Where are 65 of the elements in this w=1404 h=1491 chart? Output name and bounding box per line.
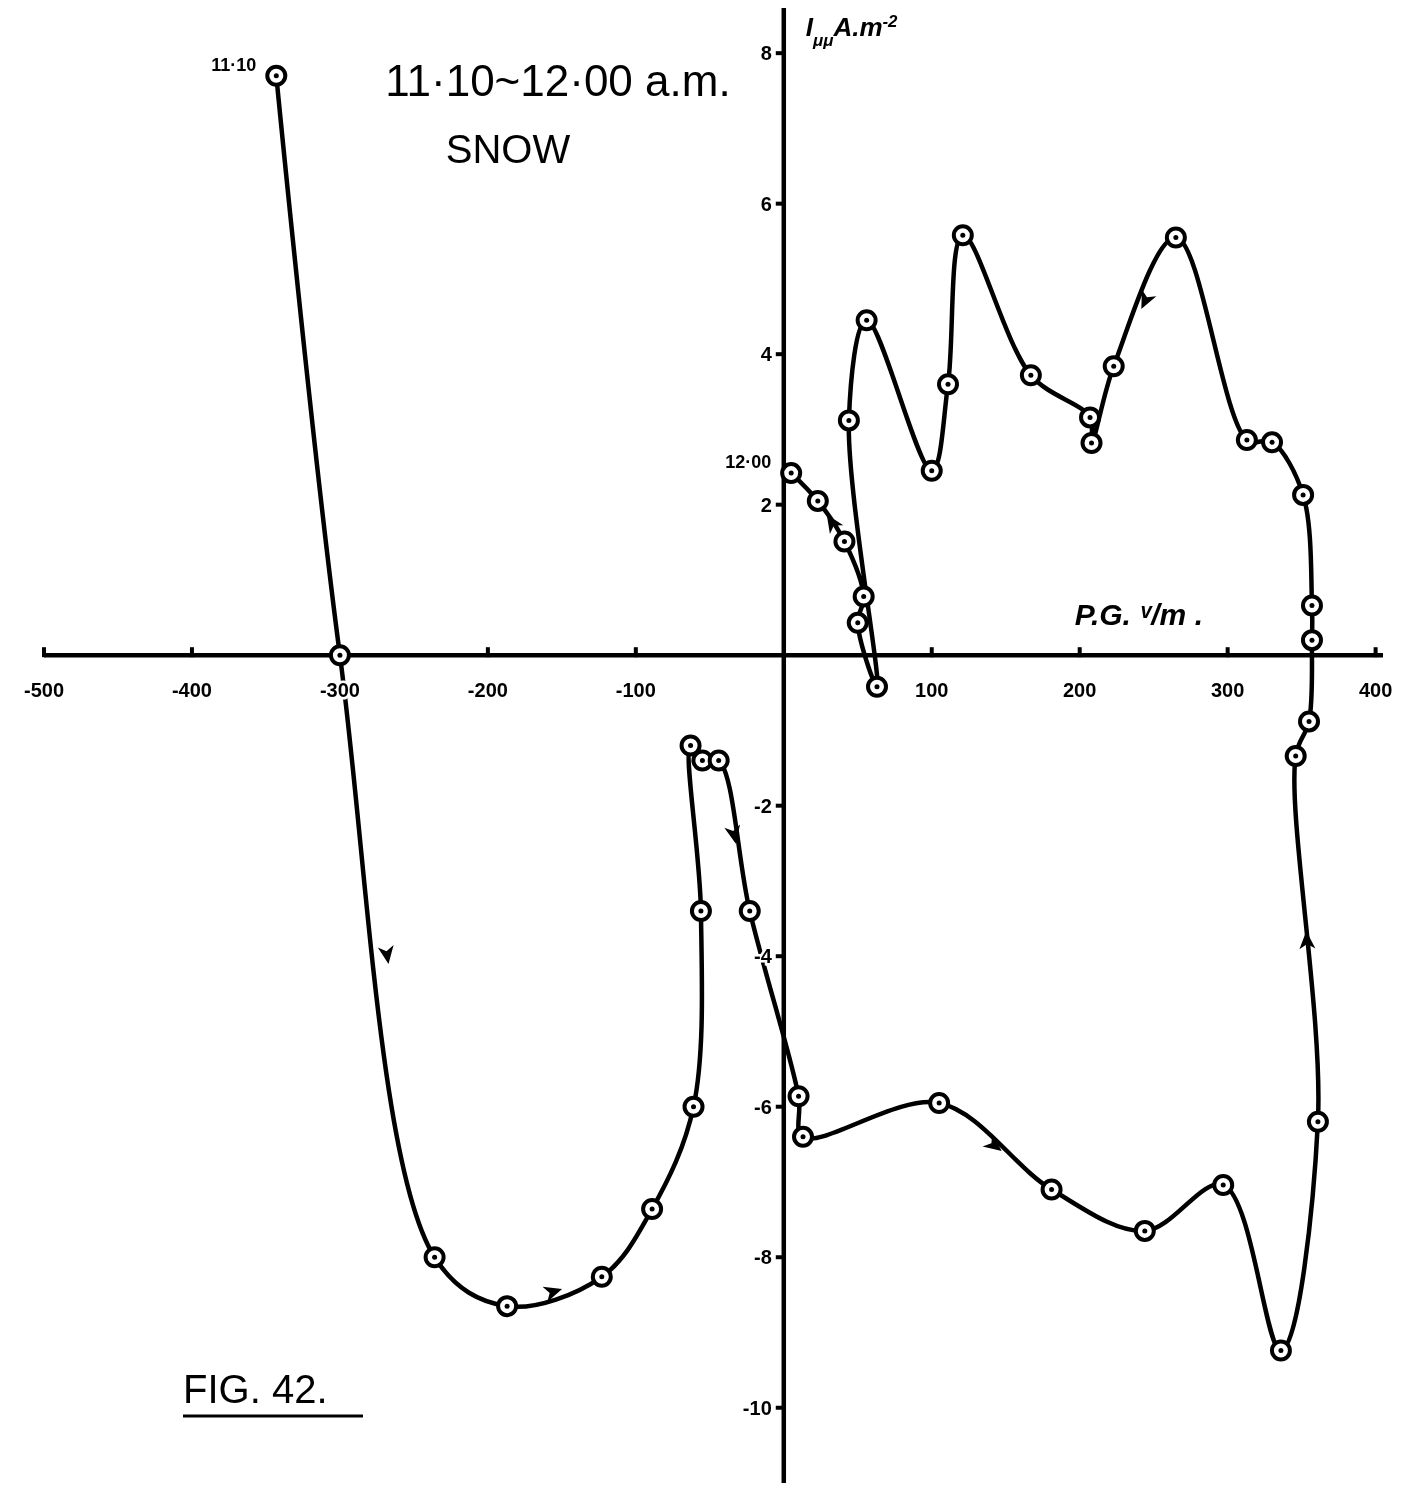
x-tick-label: -400 [171,679,212,702]
y-tick-label: -2 [753,794,772,817]
text: SNOW [445,127,571,171]
x-tick-label: 200 [1063,679,1097,702]
y-tick-label: -8 [753,1246,772,1269]
x-tick-label: -200 [467,679,508,702]
point [1040,1178,1063,1201]
point [707,749,730,772]
y-tick-label: 4 [760,343,773,366]
y-tick-label: 6 [760,192,772,215]
point [852,585,875,608]
point [679,734,702,757]
point [423,1246,446,1269]
point [1019,364,1042,387]
y-axis-title: I$_{μμ}$A.m$^{-2}$ [805,11,899,50]
point [787,1085,810,1108]
point [1269,1339,1292,1362]
y-tick-label: -10 [742,1396,772,1419]
x-tick-label: -500 [23,679,65,702]
point [641,1198,664,1221]
point [328,644,351,667]
point [837,409,860,432]
point [806,489,829,512]
point [1133,1219,1156,1242]
point [1164,226,1187,249]
annotation: 12·00 [725,452,772,473]
x-tick-label: -100 [615,679,656,702]
point [855,309,878,332]
point [928,1091,951,1114]
point [1235,428,1258,451]
point [792,1125,815,1148]
point [846,611,869,634]
point [1261,431,1284,454]
point [1292,483,1315,506]
y-tick-label: 8 [760,42,772,65]
point [682,1095,705,1118]
y-tick-label: -6 [753,1095,772,1118]
point [689,900,712,923]
annotation: 11·10 [211,54,257,75]
point [937,373,960,396]
point [1212,1173,1235,1196]
point [1300,629,1323,652]
point [833,530,856,553]
annotation: FIG. 42. [183,1367,328,1411]
point [1102,355,1125,378]
text: 11·10~12·00 a.m. [385,56,731,105]
point [920,459,943,482]
point [496,1295,519,1318]
point [265,64,288,87]
point [590,1265,613,1288]
point [1079,406,1102,429]
point [1298,710,1321,733]
point [1300,594,1323,617]
point [1080,431,1103,454]
x-tick-label: 100 [915,679,949,702]
point [780,462,803,485]
x-axis-title: P.G. ᵛ/m . [1074,598,1203,632]
point [738,900,761,923]
y-tick-label: 2 [760,493,772,516]
point [1284,745,1307,768]
point [1306,1110,1329,1133]
x-tick-label: 300 [1210,679,1245,702]
x-tick-label: 400 [1358,679,1393,702]
point [951,224,974,247]
point [865,675,888,698]
